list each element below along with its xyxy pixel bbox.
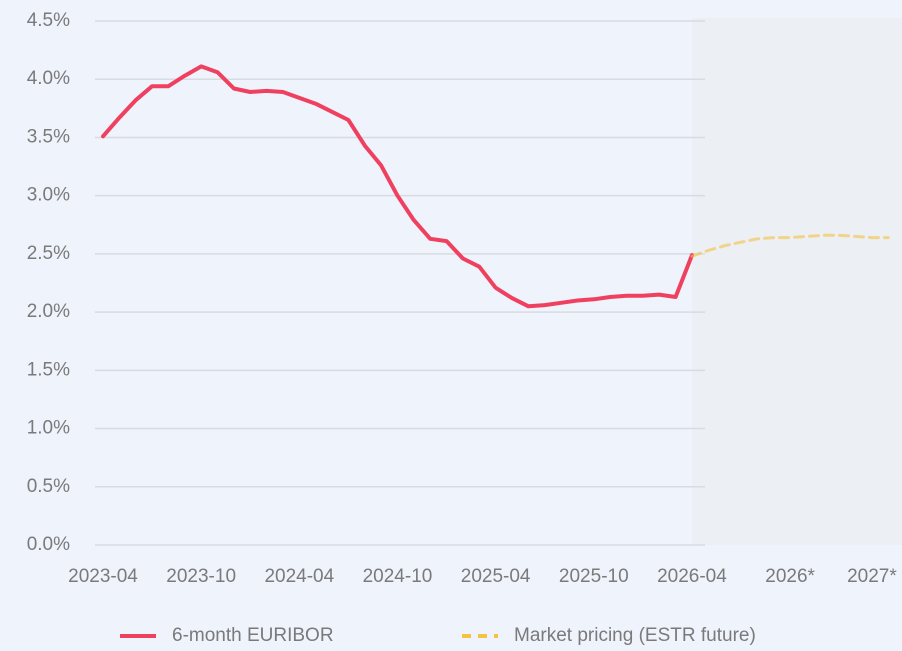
legend-label: Market pricing (ESTR future)	[514, 625, 756, 646]
x-tick-label: 2027*	[847, 566, 897, 587]
forecast-region	[692, 18, 902, 545]
y-tick-label: 4.5%	[27, 10, 70, 31]
y-tick-label: 0.0%	[27, 534, 70, 555]
legend-label: 6-month EURIBOR	[172, 625, 334, 646]
x-tick-label: 2025-04	[461, 566, 531, 587]
x-tick-label: 2026*	[765, 566, 815, 587]
x-tick-label: 2023-10	[166, 566, 236, 587]
y-tick-label: 2.0%	[27, 301, 70, 322]
x-tick-label: 2026-04	[657, 566, 727, 587]
y-tick-label: 3.0%	[27, 185, 70, 206]
y-tick-label: 1.0%	[27, 418, 70, 439]
series-line	[101, 64, 694, 309]
y-tick-label: 4.0%	[27, 68, 70, 89]
y-tick-label: 2.5%	[27, 243, 70, 264]
y-tick-label: 1.5%	[27, 359, 70, 380]
x-tick-label: 2024-04	[264, 566, 334, 587]
series-line	[690, 233, 890, 258]
x-tick-label: 2025-10	[559, 566, 629, 587]
y-tick-label: 3.5%	[27, 126, 70, 147]
x-tick-label: 2023-04	[68, 566, 138, 587]
x-tick-label: 2024-10	[363, 566, 433, 587]
y-tick-label: 0.5%	[27, 476, 70, 497]
